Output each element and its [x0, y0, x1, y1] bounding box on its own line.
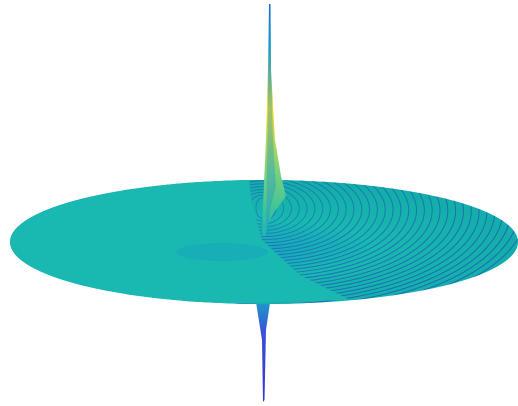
contour-mask	[10, 180, 350, 304]
contour-lines	[10, 180, 518, 304]
center-depression-overlay	[176, 243, 268, 261]
trough-spike	[255, 296, 271, 402]
peak-spike	[262, 4, 286, 236]
peak-spike-shade	[266, 4, 276, 236]
